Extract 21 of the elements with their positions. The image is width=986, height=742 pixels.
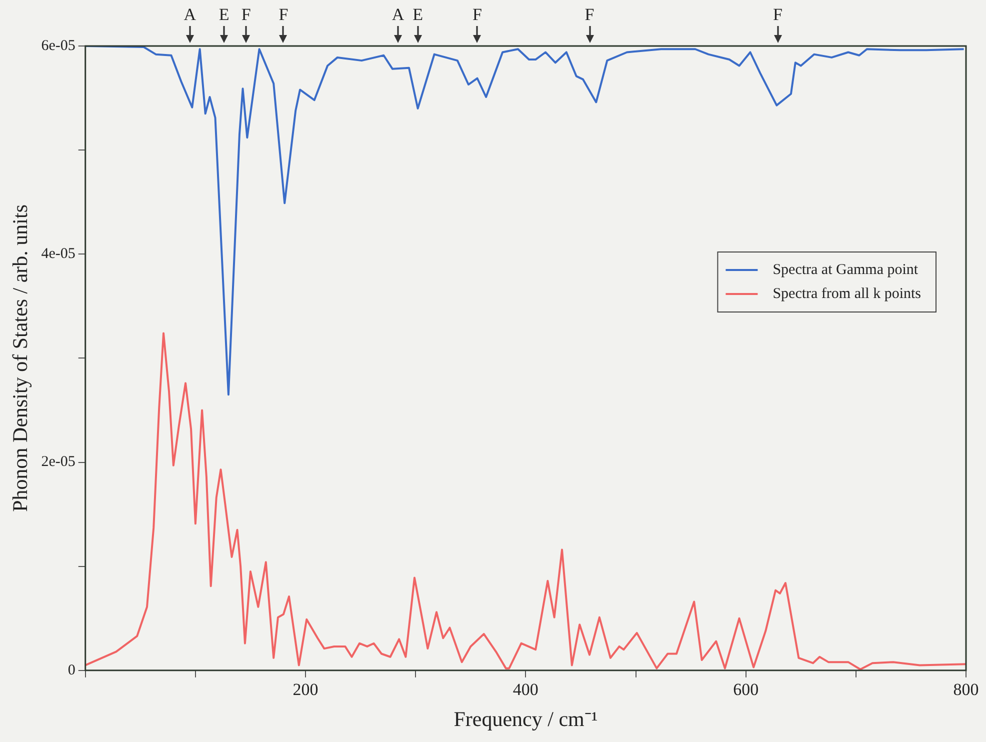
- annotation: F: [241, 4, 251, 24]
- x-tick-label: 400: [512, 680, 538, 700]
- annotation: A: [392, 4, 405, 24]
- annotation: F: [773, 4, 782, 24]
- legend-label: Spectra at Gamma point: [772, 262, 919, 278]
- annotation: E: [218, 4, 230, 24]
- annotation: F: [472, 4, 482, 24]
- annotation: F: [278, 4, 288, 24]
- x-tick-label: 600: [733, 680, 759, 700]
- y-axis-title: Phonon Density of States / arb. units: [8, 204, 32, 512]
- x-axis-title: Frequency / cm⁻¹: [454, 706, 598, 731]
- annotation: E: [412, 4, 423, 24]
- y-tick-label: 2e-05: [41, 454, 76, 470]
- annotation: A: [184, 4, 197, 24]
- y-tick-label: 0: [68, 662, 76, 678]
- y-tick-label: 6e-05: [41, 38, 76, 54]
- y-tick-label: 4e-05: [41, 246, 76, 262]
- x-tick-label: 200: [292, 680, 318, 700]
- x-tick-label: 800: [953, 680, 979, 700]
- legend-label: Spectra from all k points: [772, 286, 922, 302]
- annotation: F: [584, 4, 594, 24]
